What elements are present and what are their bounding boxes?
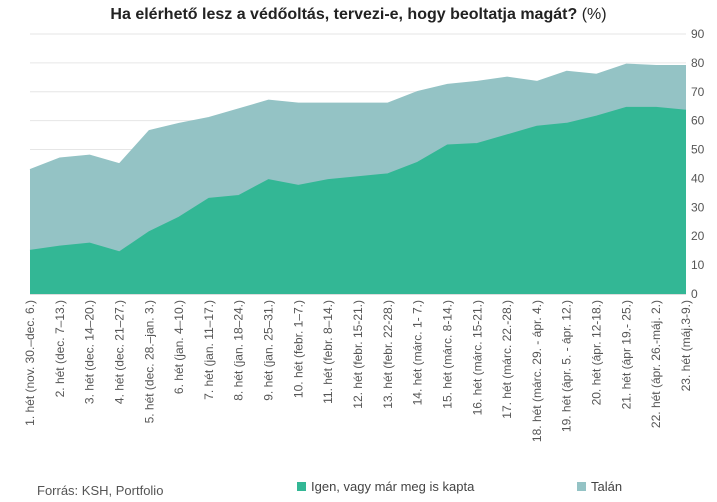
- y-tick-label: 40: [691, 171, 705, 185]
- x-tick-label: 19. hét (ápr. 5. - ápr. 12.): [560, 300, 574, 432]
- legend-label-talan: Talán: [591, 479, 623, 494]
- y-tick-label: 10: [691, 258, 705, 272]
- x-tick-label: 15. hét (márc. 8-14.): [440, 300, 454, 409]
- x-tick-label: 23. hét (máj.3-9.): [679, 300, 693, 391]
- x-tick-label: 6. hét (jan. 4–10.): [172, 300, 186, 394]
- legend-item-talan: Talán: [577, 479, 622, 494]
- legend-swatch-talan: [577, 482, 586, 492]
- x-tick-label: 21. hét (ápr 19.- 25.): [619, 300, 633, 409]
- x-tick-label: 11. hét (febr. 8–14.): [321, 300, 335, 404]
- x-tick-label: 7. hét (jan. 11–17.): [202, 300, 216, 400]
- series-line-talan: [29, 63, 686, 171]
- x-tick-label: 10. hét (febr. 1–7.): [291, 300, 305, 398]
- x-tick-label: 18. hét (márc. 29. - ápr. 4.): [530, 300, 544, 442]
- legend-swatch-igen: [297, 482, 306, 492]
- y-tick-label: 60: [691, 114, 705, 128]
- x-tick-label: 8. hét (jan. 18–24.): [232, 300, 246, 401]
- source-note: Forrás: KSH, Portfolio: [37, 483, 164, 498]
- series-line-igen: [29, 106, 687, 253]
- x-tick-label: 1. hét (nov. 30.–dec. 6.): [23, 300, 37, 426]
- series-area-igen: [30, 107, 686, 295]
- x-tick-label: 12. hét (febr. 15-21.): [351, 300, 365, 409]
- y-tick-label: 70: [691, 85, 705, 99]
- x-tick-label: 3. hét (dec. 14–20.): [83, 300, 97, 404]
- series-areas: [29, 63, 687, 295]
- legend-item-igen: Igen, vagy már meg is kapta: [297, 479, 474, 494]
- legend-label-igen: Igen, vagy már meg is kapta: [311, 479, 475, 494]
- x-tick-label: 4. hét (dec. 21–27.): [112, 300, 126, 404]
- y-axis-ticks: 0 10 20 30 40 50 60 70 80 90: [691, 27, 705, 301]
- area-chart: 0 10 20 30 40 50 60 70 80 90 1. hét (nov. 30.–dec…: [23, 27, 705, 442]
- y-tick-label: 0: [691, 287, 698, 301]
- x-tick-label: 5. hét (dec. 28.–jan. 3.): [142, 300, 156, 423]
- x-tick-label: 13. hét (febr. 22-28.): [381, 300, 395, 409]
- x-tick-label: 22. hét (ápr. 26.-máj. 2.): [649, 300, 663, 428]
- x-tick-label: 20. hét (ápr. 12-18.): [590, 300, 604, 405]
- x-tick-label: 17. hét (márc. 22.-28.): [500, 300, 514, 419]
- y-tick-label: 50: [691, 143, 705, 157]
- chart-title: Ha elérhető lesz a védőoltás, tervezi-e,…: [110, 6, 607, 23]
- y-tick-label: 80: [691, 56, 705, 70]
- x-axis-ticks: 1. hét (nov. 30.–dec. 6.) 2. hét (dec. 7–…: [23, 300, 693, 442]
- y-tick-label: 20: [691, 229, 705, 243]
- x-tick-label: 16. hét (márc. 15-21.): [470, 300, 484, 415]
- y-tick-label: 30: [691, 200, 705, 214]
- x-tick-label: 14. hét (márc. 1- 7.): [411, 300, 425, 405]
- x-tick-label: 9. hét (jan. 25–31.): [262, 300, 276, 401]
- x-tick-label: 2. hét (dec. 7–13.): [53, 300, 67, 397]
- y-tick-label: 90: [691, 27, 705, 41]
